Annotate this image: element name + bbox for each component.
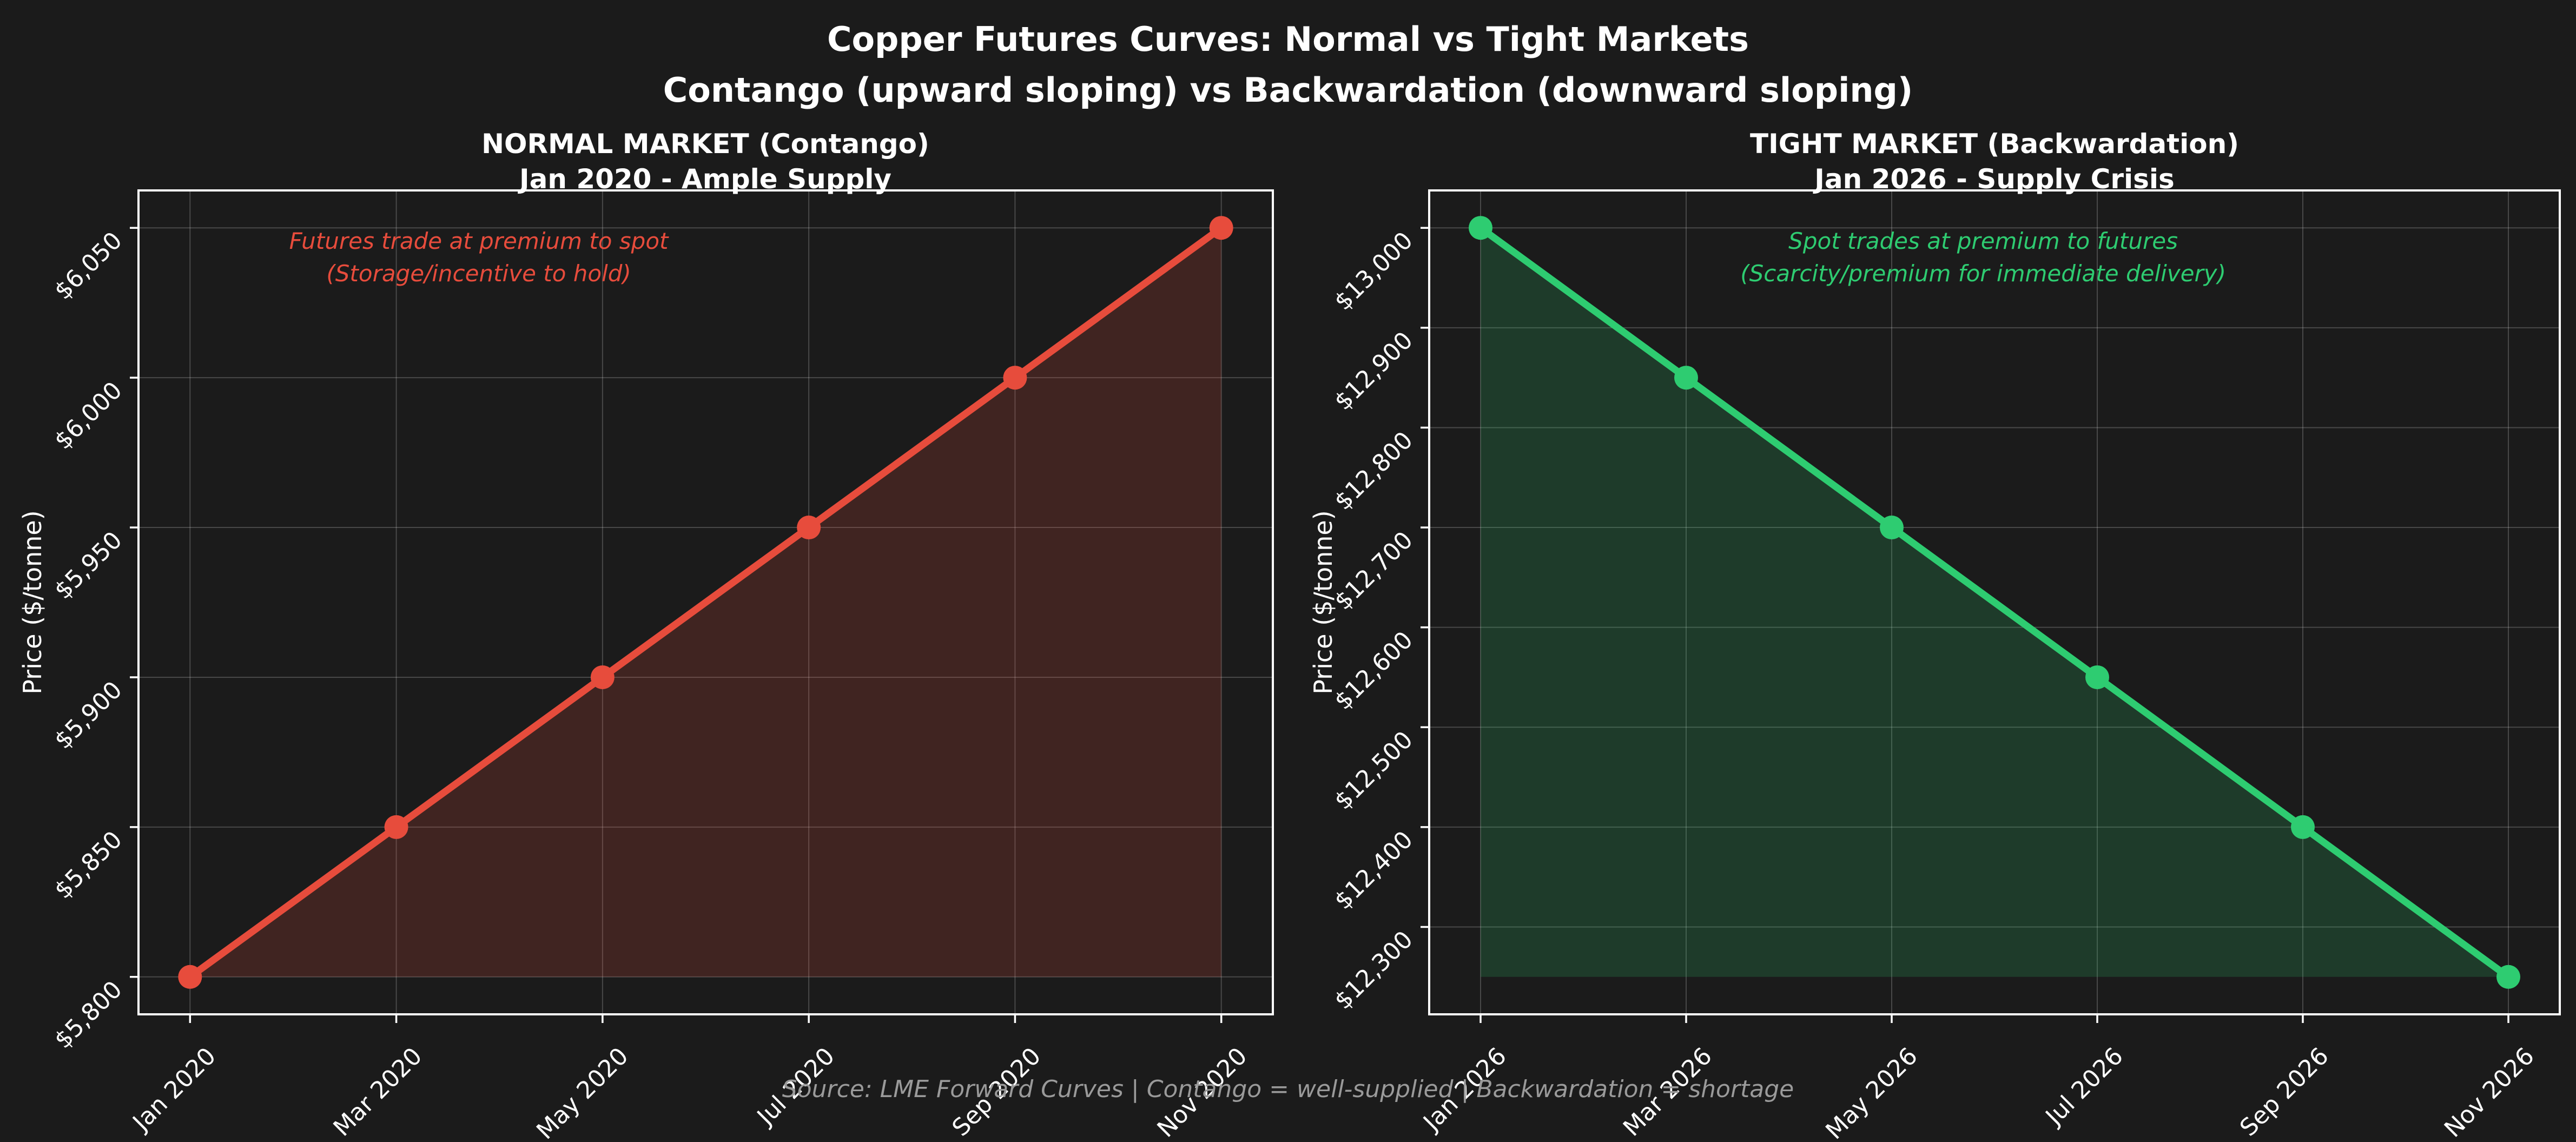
y-tick-label-backwardation: $12,800 [1329, 426, 1418, 516]
subplot-title-backwardation-line2: Jan 2026 - Supply Crisis [1814, 163, 2175, 195]
data-point-marker-backwardation [2291, 815, 2315, 839]
figure-title: Copper Futures Curves: Normal vs Tight M… [0, 14, 2576, 116]
subplot-title-backwardation-line1: TIGHT MARKET (Backwardation) [1749, 128, 2240, 160]
annotation-backwardation-line2: (Scarcity/premium for immediate delivery… [1740, 260, 2226, 287]
source-footnote: Source: LME Forward Curves | Contango = … [782, 1075, 1794, 1103]
figure-title-line1: Copper Futures Curves: Normal vs Tight M… [827, 19, 1749, 59]
y-tick-label-backwardation: $13,000 [1329, 227, 1418, 316]
subplot-title-contango: NORMAL MARKET (Contango) Jan 2020 - Ampl… [381, 127, 1030, 197]
annotation-contango-line2: (Storage/incentive to hold) [326, 260, 631, 287]
data-point-marker-contango [384, 815, 408, 839]
data-point-marker-backwardation [1469, 216, 1492, 240]
y-axis-label-contango: Price ($/tonne) [18, 510, 47, 694]
annotation-backwardation-line1: Spot trades at premium to futures [1788, 228, 2178, 254]
futures-curve-line-contango [186, 224, 1225, 981]
data-point-marker-contango [590, 665, 615, 689]
y-tick-label-backwardation: $12,400 [1329, 826, 1418, 915]
data-point-marker-contango [797, 516, 821, 540]
y-tick-label-backwardation: $12,500 [1329, 726, 1418, 815]
subplot-title-backwardation: TIGHT MARKET (Backwardation) Jan 2026 - … [1670, 127, 2319, 197]
data-point-marker-backwardation [2496, 965, 2520, 989]
data-point-marker-backwardation [2085, 665, 2109, 689]
data-point-marker-backwardation [1674, 366, 1698, 390]
y-tick-label-backwardation: $12,300 [1329, 926, 1418, 1015]
futures-curve-line-backwardation [1477, 224, 2512, 981]
subplot-title-contango-line1: NORMAL MARKET (Contango) [481, 128, 929, 160]
y-tick-label-backwardation: $12,600 [1329, 626, 1418, 715]
axes-spines-backwardation [1428, 189, 2561, 1015]
y-tick-label-backwardation: $12,900 [1329, 327, 1418, 416]
subplot-title-contango-line2: Jan 2020 - Ample Supply [519, 163, 892, 195]
y-tick-label-backwardation: $12,700 [1329, 526, 1418, 616]
data-point-marker-contango [1209, 216, 1233, 240]
data-point-marker-backwardation [1880, 516, 1904, 540]
y-axis-label-backwardation: Price ($/tonne) [1309, 510, 1338, 694]
data-point-marker-contango [1003, 366, 1027, 390]
annotation-contango-line1: Futures trade at premium to spot [289, 228, 669, 254]
axes-spines-contango [137, 189, 1274, 1015]
figure-title-line2: Contango (upward sloping) vs Backwardati… [663, 70, 1913, 110]
data-point-marker-contango [178, 965, 202, 989]
